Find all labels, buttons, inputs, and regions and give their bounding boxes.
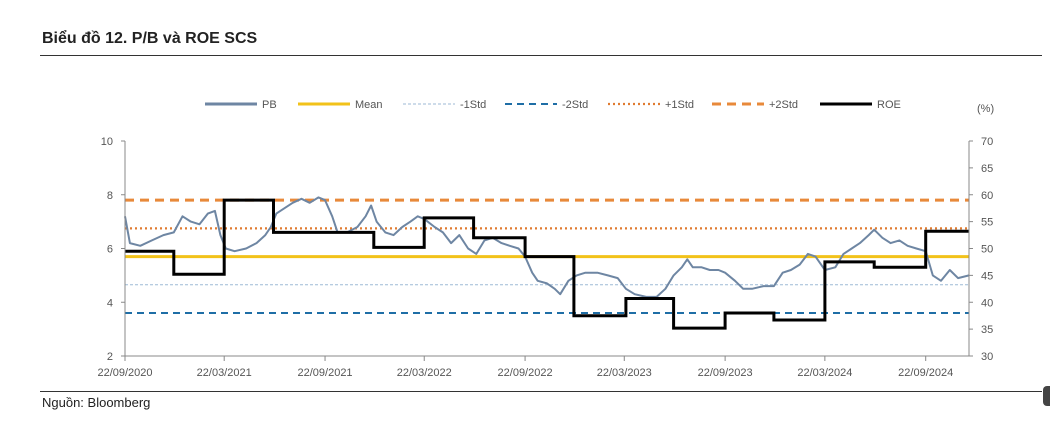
x-tick-label: 22/09/2024 <box>898 367 953 379</box>
y-left-tick-label: 6 <box>107 244 113 256</box>
legend-label-plus1std: +1Std <box>665 99 694 111</box>
y-right-tick-label: 70 <box>981 136 993 148</box>
title-divider <box>40 55 1042 56</box>
x-tick-label: 22/09/2020 <box>97 367 152 379</box>
legend-label-minus1std: -1Std <box>460 99 486 111</box>
y-right-tick-label: 30 <box>981 351 993 363</box>
legend-label-mean: Mean <box>355 99 383 111</box>
y-left-tick-label: 2 <box>107 351 113 363</box>
axes: 2 4 6 8 10 30 35 40 45 50 55 60 65 70 (%) 22/09/2020 22/… <box>97 103 994 379</box>
y-right-tick-label: 35 <box>981 324 993 336</box>
footer-divider <box>40 391 1042 392</box>
legend-label-minus2std: -2Std <box>562 99 588 111</box>
chart-title: Biểu đồ 12. P/B và ROE SCS <box>42 30 258 47</box>
x-tick-label: 22/03/2022 <box>397 367 452 379</box>
y-right-unit-label: (%) <box>977 103 994 115</box>
x-tick-label: 22/03/2024 <box>797 367 852 379</box>
legend-label-pb: PB <box>262 99 277 111</box>
y-right-tick-label: 50 <box>981 244 993 256</box>
roe-series-line <box>125 198 969 330</box>
y-left-tick-label: 10 <box>101 136 113 148</box>
x-tick-label: 22/09/2023 <box>698 367 753 379</box>
legend-label-plus2std: +2Std <box>769 99 798 111</box>
legend-label-roe: ROE <box>877 99 901 111</box>
y-right-tick-label: 55 <box>981 217 993 229</box>
y-right-tick-label: 40 <box>981 297 993 309</box>
source-note: Nguồn: Bloomberg <box>42 395 151 410</box>
y-left-tick-label: 8 <box>107 190 113 202</box>
y-right-tick-label: 60 <box>981 190 993 202</box>
pb-series-line <box>124 196 970 298</box>
x-tick-label: 22/03/2021 <box>197 367 252 379</box>
series-lines <box>124 196 970 330</box>
x-tick-label: 22/09/2022 <box>498 367 553 379</box>
y-right-tick-label: 45 <box>981 270 993 282</box>
legend: PB Mean -1Std -2Std +1Std +2Std ROE <box>205 99 901 111</box>
scrollbar-handle[interactable] <box>1043 386 1050 406</box>
y-right-tick-label: 65 <box>981 163 993 175</box>
x-tick-label: 22/03/2023 <box>597 367 652 379</box>
y-left-tick-label: 4 <box>107 297 113 309</box>
x-tick-label: 22/09/2021 <box>298 367 353 379</box>
